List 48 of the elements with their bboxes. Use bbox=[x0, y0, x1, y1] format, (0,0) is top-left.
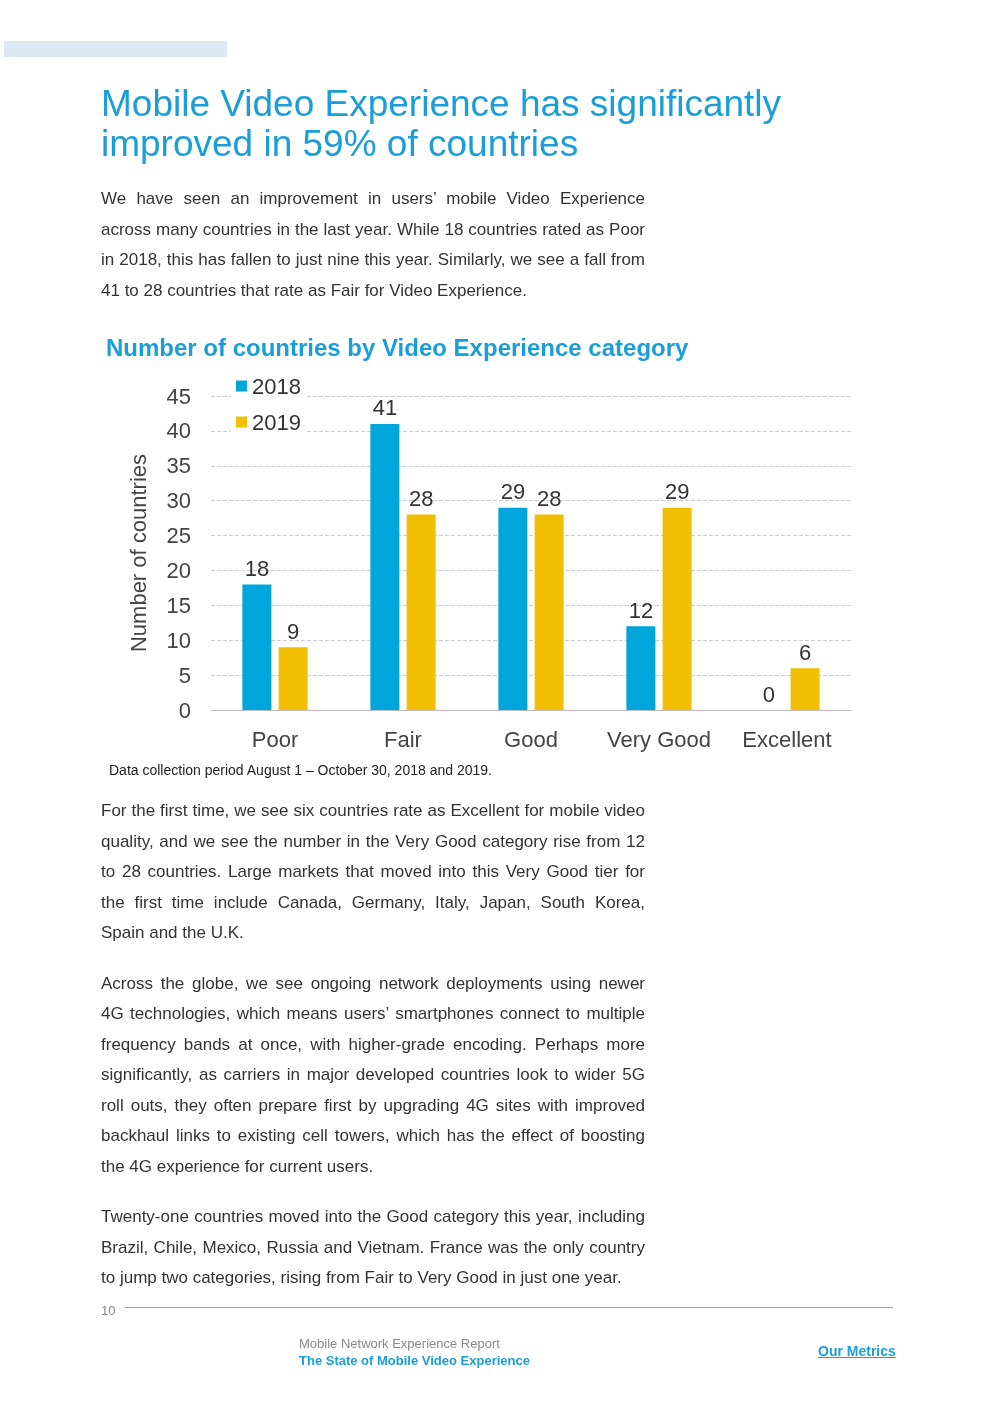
text: The State of Mobile Video Experience bbox=[299, 1353, 530, 1368]
chart-title: Mobile Video Experience has significantly improved in 59% of countries bbox=[101, 83, 783, 164]
text: Data collection period August 1 – October 30, 2018 and 2019. bbox=[109, 762, 493, 778]
x-tick-label: Excellent bbox=[742, 726, 832, 752]
y-tick-label: 20 bbox=[166, 557, 191, 583]
bar bbox=[534, 514, 564, 710]
data-label: 6 bbox=[799, 639, 812, 665]
data-label: 29 bbox=[664, 479, 690, 505]
data-label: 9 bbox=[287, 618, 300, 644]
y-tick-label: 15 bbox=[166, 592, 191, 618]
data-label: 29 bbox=[500, 479, 526, 505]
y-tick-label: 0 bbox=[178, 697, 191, 723]
text: Twenty-one countries moved into the Good category this year, including Brazil, Chile, Mexico, Russia and Vietnam. France was the only country to jump two categories, rising from Fair to Very Good in just one year. bbox=[101, 1206, 645, 1289]
data-label: 18 bbox=[244, 555, 270, 581]
data-label: 0 bbox=[762, 681, 775, 707]
text: Across the globe, we see ongoing network deployments using newer 4G technologies, which means users’ smartphones connect to multiple frequency bands at once, with higher-grade encoding. Perhaps more significantly, as carriers in major developed countries look to wider 5G roll outs, they often prepare first by upgrading 4G sites with improved backhaul links to existing cell towers, which has the effect of boosting the 4G experience for current users. bbox=[101, 972, 645, 1178]
bar bbox=[790, 668, 820, 710]
bar bbox=[242, 584, 272, 710]
data-label: 28 bbox=[536, 486, 562, 512]
data-label: 12 bbox=[628, 597, 654, 623]
bar bbox=[406, 514, 436, 710]
bar bbox=[662, 507, 692, 710]
text: 10 bbox=[101, 1303, 116, 1318]
y-tick-label: 40 bbox=[166, 418, 191, 444]
text: We have seen an improvement in users’ mobile Video Experience across many countries in the last year. While 18 countries rated as Poor in 2018, this has fallen to just nine this year. Similarly, we see a fall from 41 to 28 countries that rate as Fair for Video Experience. bbox=[101, 188, 645, 302]
x-tick-label: Good bbox=[504, 726, 558, 752]
y-tick-label: 35 bbox=[166, 453, 191, 479]
bar bbox=[498, 507, 528, 710]
data-label: 28 bbox=[408, 486, 434, 512]
x-tick-label: Fair bbox=[384, 726, 422, 752]
y-tick-label: 5 bbox=[178, 662, 191, 688]
y-tick-label: 10 bbox=[166, 627, 191, 653]
y-tick-label: 25 bbox=[166, 523, 191, 549]
chart-subtitle: Number of countries by Video Experience category bbox=[106, 333, 690, 361]
legend-label: 2019 bbox=[252, 409, 301, 435]
text: Our Metrics bbox=[818, 1343, 896, 1359]
y-tick-label: 30 bbox=[166, 488, 191, 514]
bar bbox=[626, 626, 656, 710]
y-tick-label: 45 bbox=[166, 383, 191, 409]
legend-label: 2018 bbox=[252, 373, 301, 399]
bar bbox=[278, 647, 308, 710]
x-tick-label: Poor bbox=[251, 726, 299, 752]
y-axis-title: Number of countries bbox=[125, 453, 151, 653]
text: For the first time, we see six countries rate as Excellent for mobile video quality, and we see the number in the Very Good category rise from 12 to 28 countries. Large markets that moved into this Very Good tier for the first time include Canada, Germany, Italy, Japan, South Korea, Spain and the U.K. bbox=[101, 800, 645, 944]
bar bbox=[370, 423, 400, 710]
x-tick-label: Very Good bbox=[607, 726, 711, 752]
text: Mobile Network Experience Report bbox=[299, 1336, 500, 1351]
data-label: 41 bbox=[372, 395, 398, 421]
